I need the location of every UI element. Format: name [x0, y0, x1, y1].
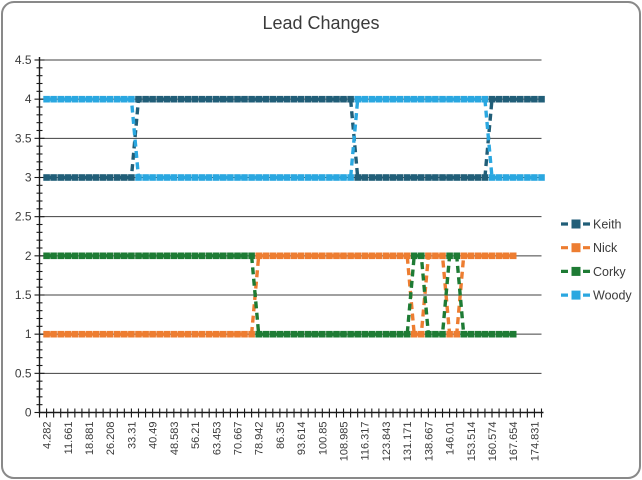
legend-item-nick[interactable]: Nick — [561, 241, 618, 255]
series-markers — [43, 95, 545, 181]
x-axis-label: 63.453 — [211, 422, 223, 456]
legend-label: Nick — [593, 241, 618, 255]
chart-title: Lead Changes — [262, 13, 380, 33]
y-axis-label: 0.5 — [15, 366, 32, 380]
legend-label: Keith — [593, 218, 622, 232]
x-axis-label: 11.661 — [63, 422, 75, 455]
legend: Keith Nick Corky Woody — [561, 218, 632, 303]
y-axis-label: 1.5 — [15, 288, 32, 302]
x-axis-label: 70.667 — [232, 422, 244, 456]
x-axis-label: 26.208 — [105, 422, 117, 456]
x-axis: 4.282 11.661 18.881 26.208 33.31 40.49 48.583 5… — [38, 408, 544, 462]
legend-label: Corky — [593, 265, 626, 279]
series-keith[interactable] — [43, 95, 545, 181]
y-axis-label: 2.5 — [15, 210, 32, 224]
x-axis-label: 167.654 — [508, 422, 520, 462]
y-axis-label: 4.5 — [15, 53, 32, 67]
legend-marker-square — [571, 219, 581, 229]
x-axis-label: 40.49 — [148, 422, 160, 450]
legend-item-corky[interactable]: Corky — [561, 265, 626, 279]
y-axis-label: 1 — [25, 327, 32, 341]
x-axis-label: 4.282 — [42, 422, 54, 450]
x-axis-label: 160.574 — [487, 422, 499, 462]
legend-marker-square — [571, 243, 581, 253]
x-axis-label: 56.21 — [190, 422, 202, 450]
x-axis-label: 33.31 — [126, 422, 138, 450]
series-markers — [43, 252, 517, 338]
y-axis-label: 3 — [25, 171, 32, 185]
x-axis-label: 131.171 — [402, 422, 414, 462]
x-axis-label: 78.942 — [254, 422, 266, 456]
series-markers — [43, 252, 517, 338]
legend-marker-square — [571, 266, 581, 276]
series-nick[interactable] — [43, 252, 517, 338]
x-axis-label: 48.583 — [169, 422, 181, 456]
legend-item-woody[interactable]: Woody — [561, 289, 632, 303]
y-axis-label: 4 — [25, 92, 32, 106]
x-axis-label: 86.35 — [275, 422, 287, 450]
legend-item-keith[interactable]: Keith — [561, 218, 622, 232]
x-axis-label: 116.317 — [360, 422, 372, 461]
y-axis-label: 2 — [25, 249, 32, 263]
y-axis: 0 0.5 1 1.5 2 2.5 3 3.5 4 4.5 — [15, 53, 45, 420]
x-axis-label: 174.831 — [529, 422, 541, 462]
x-axis-label: 93.614 — [296, 422, 308, 456]
x-axis-label: 108.985 — [339, 422, 351, 462]
x-axis-label: 100.85 — [317, 422, 329, 456]
legend-label: Woody — [593, 289, 632, 303]
x-axis-label: 123.843 — [381, 422, 393, 462]
series-markers — [43, 95, 545, 181]
x-axis-label: 153.514 — [466, 422, 478, 462]
chart-canvas[interactable]: 0 0.5 1 1.5 2 2.5 3 3.5 4 4.5 4.282 11.661 18.881 26.… — [3, 3, 641, 479]
y-axis-label: 3.5 — [15, 131, 32, 145]
x-axis-label: 146.01 — [445, 422, 457, 456]
x-axis-label: 138.667 — [423, 422, 435, 462]
series-woody[interactable] — [43, 95, 545, 181]
gridlines — [39, 59, 542, 374]
series-corky[interactable] — [43, 252, 517, 338]
x-axis-label: 18.881 — [84, 422, 96, 456]
y-axis-label: 0 — [25, 406, 32, 420]
legend-marker-square — [571, 290, 581, 300]
